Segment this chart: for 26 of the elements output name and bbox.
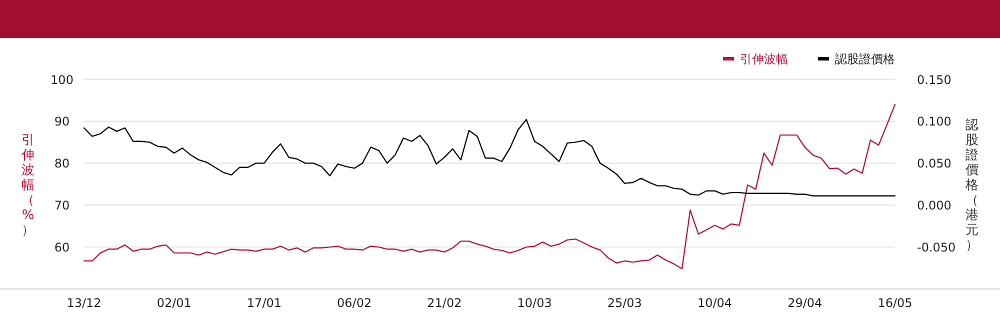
- y-tick-label: 100: [50, 72, 74, 87]
- x-tick-label: 06/02: [337, 296, 372, 310]
- x-tick-label: 21/02: [427, 296, 462, 310]
- line-series: [83, 118, 896, 196]
- y-tick-label: 70: [54, 198, 70, 213]
- x-tick-label: 10/04: [697, 296, 732, 310]
- line-series: [83, 104, 896, 270]
- x-tick-label: 13/12: [66, 296, 102, 310]
- legend-label: 認股證價格: [835, 52, 895, 66]
- y2-tick-label: 0.150: [917, 72, 952, 87]
- x-tick-label: 10/03: [517, 296, 552, 310]
- y-tick-label: 90: [54, 114, 70, 129]
- y-tick-label: 60: [54, 240, 70, 255]
- y-axis-title: 引伸波幅（%）: [20, 133, 34, 238]
- x-tick-label: 25/03: [607, 296, 642, 310]
- y-tick-label: 80: [54, 156, 70, 171]
- y2-tick-label: 0.050: [917, 156, 952, 171]
- x-tick-label: 02/01: [156, 296, 192, 310]
- x-tick-label: 16/05: [878, 296, 912, 310]
- text: 認股證價格（港元）: [966, 118, 978, 253]
- legend-label: 引伸波幅: [740, 52, 788, 66]
- y2-tick-label: 0.000: [917, 198, 952, 213]
- y2-tick-label: -0.050: [917, 240, 956, 255]
- x-tick-label: 17/01: [246, 296, 282, 310]
- y2-tick-label: 0.100: [917, 114, 952, 129]
- x-tick-label: 29/04: [788, 296, 822, 310]
